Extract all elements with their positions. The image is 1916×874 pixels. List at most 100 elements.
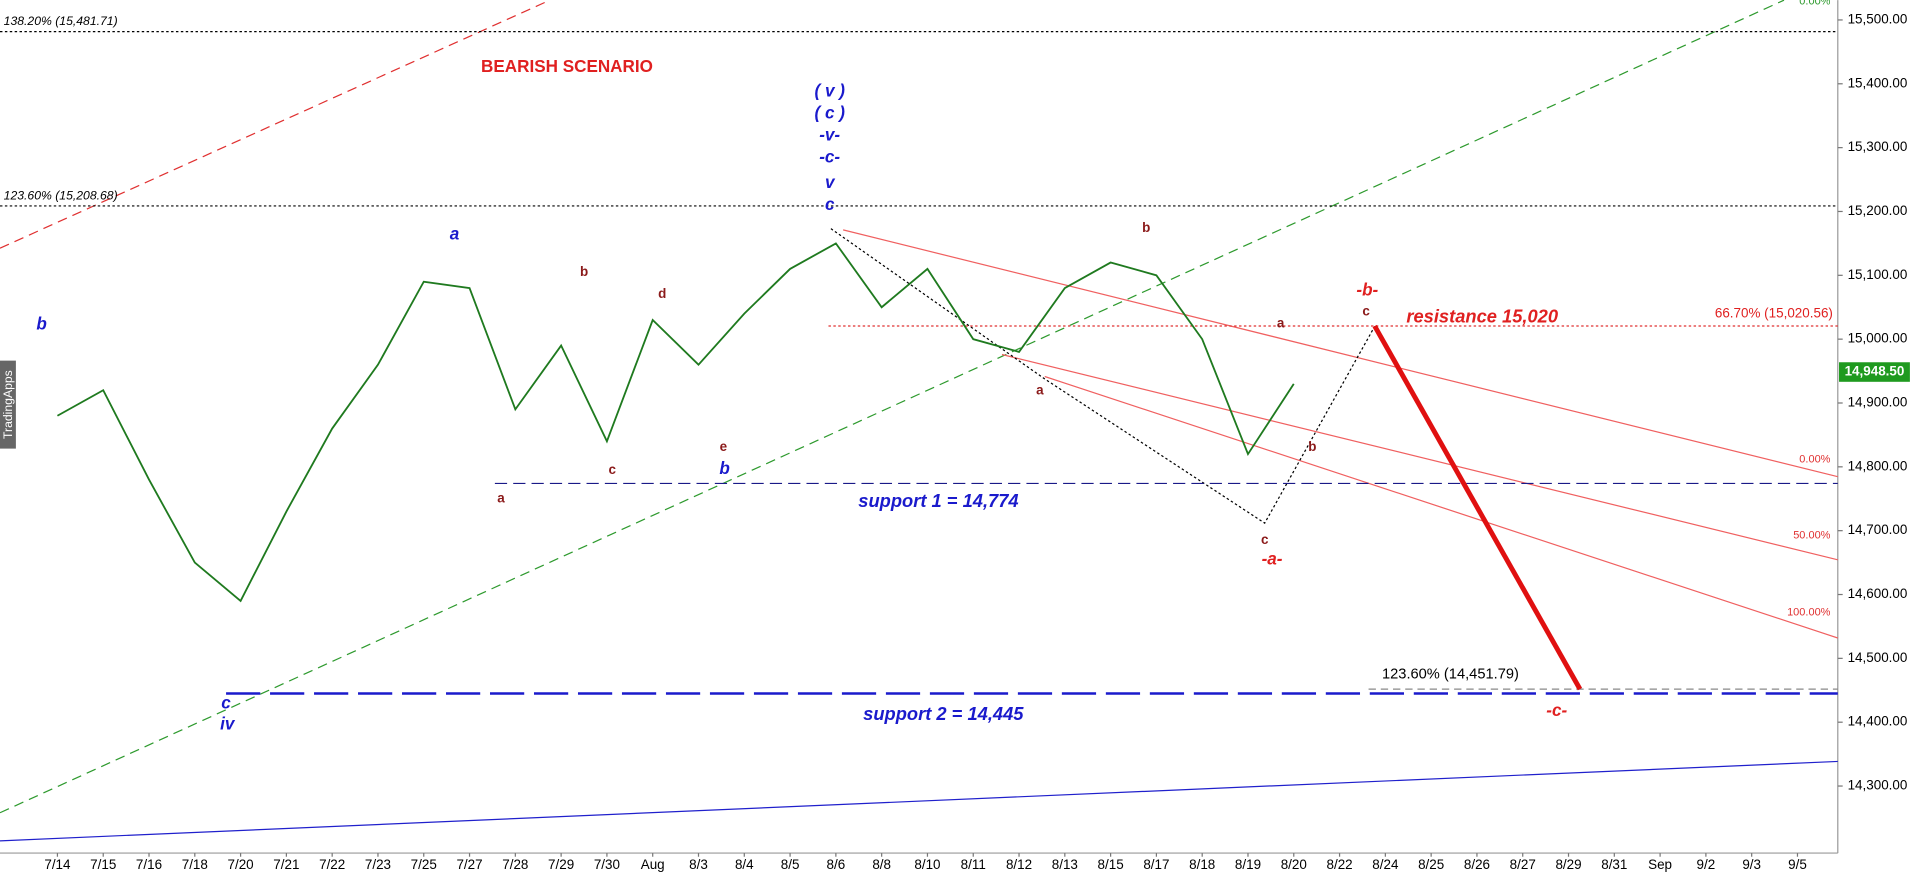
y-tick-label: 15,300.00 <box>1848 139 1908 154</box>
x-tick-label: 8/13 <box>1052 857 1078 872</box>
channel-label: 0.00% <box>1799 454 1830 466</box>
x-tick-label: 7/21 <box>273 857 299 872</box>
y-tick-label: 15,000.00 <box>1848 331 1908 346</box>
wave-label: iv <box>220 714 236 733</box>
y-tick-label: 14,800.00 <box>1848 458 1908 473</box>
wave-label: b <box>1142 220 1150 235</box>
y-tick-label: 14,400.00 <box>1848 714 1908 729</box>
y-tick-label: 14,600.00 <box>1848 586 1908 601</box>
x-tick-label: 8/29 <box>1555 857 1581 872</box>
x-tick-label: 7/27 <box>456 857 482 872</box>
wave-label: c <box>608 462 616 477</box>
wave-label: e <box>720 439 728 454</box>
x-tick-label: 8/15 <box>1098 857 1124 872</box>
x-tick-label: 7/23 <box>365 857 391 872</box>
x-tick-label: 7/30 <box>594 857 620 872</box>
x-tick-label: 7/18 <box>182 857 208 872</box>
fib-label: 123.60% (15,208.68) <box>4 188 118 202</box>
x-tick-label: 7/14 <box>44 857 71 872</box>
channel-label: 50.00% <box>1793 529 1830 541</box>
x-tick-label: 8/26 <box>1464 857 1490 872</box>
x-tick-label: 8/31 <box>1601 857 1627 872</box>
wave-label: a <box>497 490 505 505</box>
wave-label: b <box>1308 439 1316 454</box>
watermark-box <box>0 360 16 449</box>
wave-label: support 1 = 14,774 <box>858 490 1018 511</box>
wave-label: -a- <box>1262 549 1283 568</box>
channel-label: 0.00% <box>1799 0 1830 7</box>
x-tick-label: 8/24 <box>1372 857 1399 872</box>
x-tick-label: 8/4 <box>735 857 754 872</box>
x-tick-label: 8/27 <box>1510 857 1536 872</box>
wave-label: a <box>450 224 460 243</box>
x-tick-label: 8/12 <box>1006 857 1032 872</box>
x-tick-label: 7/25 <box>411 857 437 872</box>
y-tick-label: 15,200.00 <box>1848 203 1908 218</box>
x-tick-label: 7/15 <box>90 857 116 872</box>
last-price-label: 14,948.50 <box>1845 364 1905 379</box>
y-tick-label: 14,700.00 <box>1848 522 1908 537</box>
x-tick-label: 8/6 <box>827 857 846 872</box>
wave-label: b <box>36 315 46 334</box>
wave-label: ( v ) <box>815 81 846 100</box>
x-tick-label: 8/25 <box>1418 857 1444 872</box>
y-tick-label: 14,900.00 <box>1848 395 1908 410</box>
y-tick-label: 14,500.00 <box>1848 650 1908 665</box>
wave-label: -v- <box>819 125 840 144</box>
x-tick-label: 7/22 <box>319 857 345 872</box>
wave-label: a <box>1277 316 1285 331</box>
x-tick-label: Aug <box>641 857 665 872</box>
watermark: TradingApps <box>1 370 15 439</box>
wave-label: -c- <box>819 147 840 166</box>
wave-label: support 2 = 14,445 <box>863 703 1024 724</box>
projection <box>1372 324 1583 691</box>
y-tick-label: 14,300.00 <box>1848 778 1908 793</box>
x-tick-label: 8/17 <box>1143 857 1169 872</box>
x-tick-label: 8/11 <box>961 857 986 872</box>
wave-label: c <box>825 195 835 214</box>
channel-line <box>1044 375 1838 639</box>
x-tick-label: 8/3 <box>689 857 708 872</box>
y-tick-label: 15,400.00 <box>1848 75 1908 90</box>
wave-label: a <box>1036 383 1044 398</box>
x-tick-label: 8/5 <box>781 857 800 872</box>
fib-label: 66.70% (15,020.56) <box>1715 305 1833 320</box>
fib-label: 123.60% (14,451.79) <box>1382 666 1519 682</box>
x-tick-label: 7/16 <box>136 857 162 872</box>
x-tick-label: 7/28 <box>502 857 528 872</box>
fib-label: 138.20% (15,481.71) <box>4 14 118 28</box>
x-tick-label: 8/10 <box>914 857 940 872</box>
x-tick-label: 8/19 <box>1235 857 1261 872</box>
wave-label: c <box>1362 303 1370 318</box>
price-line <box>56 242 1295 603</box>
wave-label: c <box>1261 532 1269 547</box>
x-tick-label: 8/22 <box>1326 857 1352 872</box>
channel-label: 100.00% <box>1787 606 1831 618</box>
wave-label: b <box>580 264 588 279</box>
x-tick-label: Sep <box>1648 857 1672 872</box>
chart-title: BEARISH SCENARIO <box>481 57 653 76</box>
wave-label: -b- <box>1356 280 1378 299</box>
x-tick-label: 8/8 <box>872 857 891 872</box>
last-price-box <box>1839 362 1910 382</box>
y-tick-label: 15,500.00 <box>1848 11 1908 26</box>
wave-label: c <box>221 694 231 713</box>
x-tick-label: 9/5 <box>1788 857 1807 872</box>
x-tick-label: 7/20 <box>228 857 254 872</box>
x-tick-label: 9/2 <box>1697 857 1716 872</box>
wave-label: -c- <box>1546 701 1567 720</box>
channel-line <box>842 229 1838 478</box>
x-tick-label: 7/29 <box>548 857 574 872</box>
x-tick-label: 8/18 <box>1189 857 1215 872</box>
x-tick-label: 8/20 <box>1281 857 1307 872</box>
x-tick-label: 9/3 <box>1742 857 1761 872</box>
y-tick-label: 15,100.00 <box>1848 267 1908 282</box>
wave-label: ( c ) <box>815 103 846 122</box>
wave-label: d <box>658 286 666 301</box>
wave-label: v <box>825 173 836 192</box>
trend-line <box>0 0 1785 814</box>
trend-line <box>0 760 1838 842</box>
